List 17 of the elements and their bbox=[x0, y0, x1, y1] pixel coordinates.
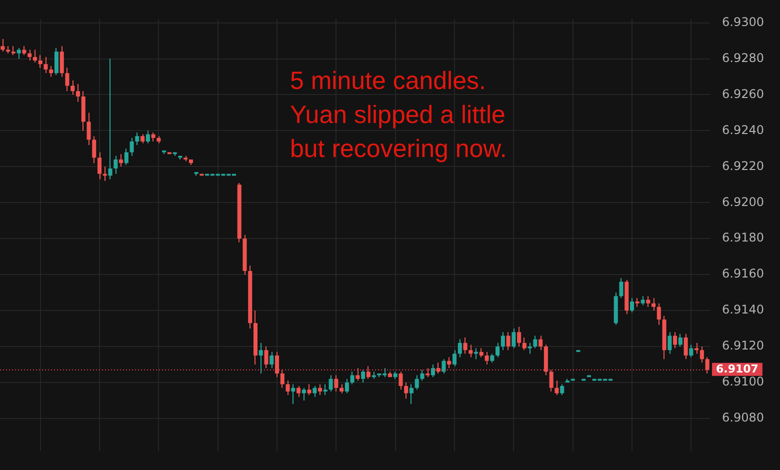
annotation: but recovering now. bbox=[290, 134, 507, 165]
y-tick-label: 6.9140 bbox=[722, 302, 764, 317]
y-tick-label: 6.9120 bbox=[722, 338, 764, 353]
y-tick-label: 6.9260 bbox=[722, 86, 764, 101]
annotation: 5 minute candles. bbox=[290, 66, 487, 97]
annotation: Yuan slipped a little bbox=[290, 100, 506, 131]
y-tick-label: 6.9240 bbox=[722, 122, 764, 137]
y-tick-label: 6.9280 bbox=[722, 50, 764, 65]
y-tick-label: 6.9080 bbox=[722, 410, 764, 425]
ref-line-label: 6.9107 bbox=[716, 362, 758, 376]
y-tick-label: 6.9300 bbox=[722, 14, 764, 29]
y-tick-label: 6.9180 bbox=[722, 230, 764, 245]
y-tick-label: 6.9220 bbox=[722, 158, 764, 173]
candlestick bbox=[108, 58, 112, 180]
y-tick-label: 6.9200 bbox=[722, 194, 764, 209]
y-tick-label: 6.9100 bbox=[722, 374, 764, 389]
y-tick-label: 6.9160 bbox=[722, 266, 764, 281]
